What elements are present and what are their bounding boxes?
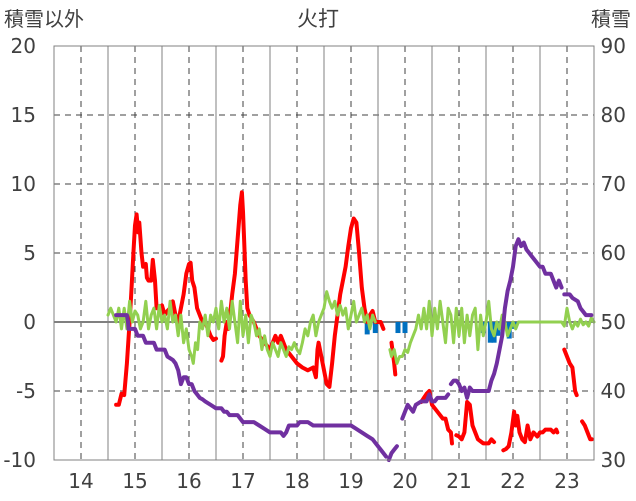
y-right-tick-label: 30 (601, 448, 626, 472)
y-right-tick-label: 50 (601, 310, 626, 334)
gridlines (54, 46, 594, 460)
wind-line (106, 290, 377, 365)
snow-line (448, 237, 564, 400)
temperature-line (219, 190, 386, 389)
y-left-tick-label: 0 (23, 310, 36, 334)
temperature-line (562, 347, 579, 398)
temperature-line (454, 400, 497, 446)
x-tick-label: 18 (284, 469, 309, 493)
precip-bar (402, 322, 408, 334)
x-tick-label: 15 (122, 469, 147, 493)
y-right-tick-label: 90 (601, 34, 626, 58)
snow-line (400, 392, 451, 421)
left-axis-label: 積雪以外 (4, 7, 84, 31)
x-tick-label: 14 (68, 469, 93, 493)
series-lines (106, 190, 596, 462)
precip-bar (364, 322, 370, 335)
y-right-tick-label: 70 (601, 172, 626, 196)
temperature-line (501, 409, 560, 453)
temperature-line (389, 340, 398, 377)
y-left-tick-label: 15 (11, 103, 36, 127)
y-right-tick-label: 40 (601, 379, 626, 403)
tick-labels: -10 30 -5 40 0 50 5 60 10 70 15 80 20 90 14 15 16 17 18 19 2… (3, 34, 626, 493)
temperature-line (419, 389, 454, 446)
y-left-tick-label: -5 (16, 379, 36, 403)
precip-bar (395, 322, 401, 334)
precip-bar (495, 322, 501, 336)
plot-area (53, 45, 595, 461)
x-tick-label: 21 (446, 469, 471, 493)
y-left-tick-label: 10 (11, 172, 36, 196)
x-tick-label: 17 (230, 469, 255, 493)
y-right-tick-label: 80 (601, 103, 626, 127)
x-tick-label: 20 (392, 469, 417, 493)
y-left-tick-label: -10 (3, 448, 36, 472)
x-tick-label: 23 (554, 469, 579, 493)
chart-title: 火打 (297, 7, 339, 31)
y-left-tick-label: 20 (11, 34, 36, 58)
precip-bar (487, 322, 493, 343)
x-tick-label: 22 (500, 469, 525, 493)
right-axis-label: 積雪 (591, 7, 631, 31)
snow-line (114, 313, 389, 459)
y-left-tick-label: 5 (23, 241, 36, 265)
y-right-tick-label: 60 (601, 241, 626, 265)
precip-bar (372, 322, 378, 334)
snow-line (386, 444, 399, 462)
temperature-line (580, 419, 594, 442)
x-tick-label: 16 (176, 469, 201, 493)
wind-line (388, 299, 596, 365)
snow-line (562, 292, 594, 318)
x-tick-label: 19 (338, 469, 363, 493)
